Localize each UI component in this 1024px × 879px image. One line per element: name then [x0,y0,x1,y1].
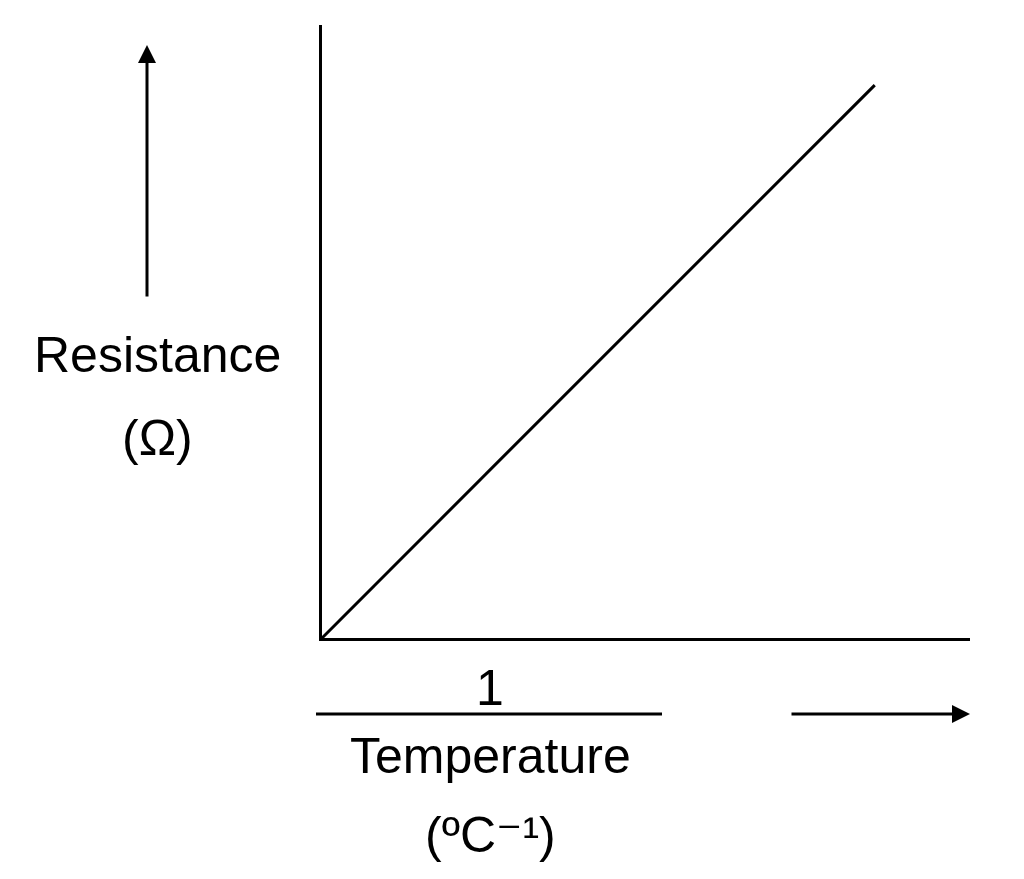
svg-text:Temperature: Temperature [350,728,631,784]
svg-text:(ºC⁻¹): (ºC⁻¹) [425,807,556,863]
svg-text:(Ω): (Ω) [122,410,193,466]
svg-text:Resistance: Resistance [34,327,281,383]
svg-text:1: 1 [476,660,504,716]
